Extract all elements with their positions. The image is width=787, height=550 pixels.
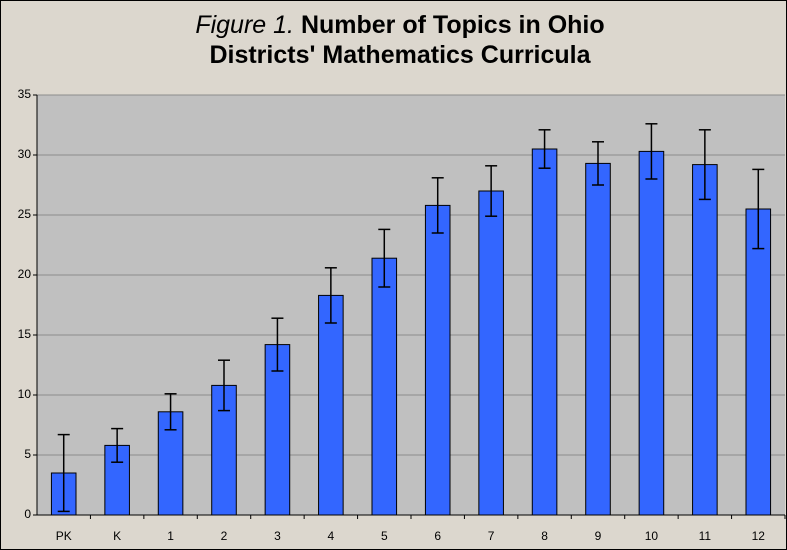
x-tick-label: 5 [381, 529, 388, 543]
figure-label: Figure 1. [195, 11, 294, 39]
x-tick-label: 11 [699, 529, 712, 543]
bar [638, 150, 665, 516]
chart-title: Figure 1. Number of Topics in Ohio Distr… [150, 10, 650, 70]
x-tick-label: 7 [488, 529, 495, 543]
y-tick-label: 0 [24, 507, 31, 521]
bar [424, 204, 451, 516]
plot-area [37, 95, 785, 515]
x-tick-label: 10 [645, 529, 659, 543]
bar [692, 164, 718, 516]
x-tick-label: 4 [328, 529, 335, 543]
x-tick-label: K [113, 529, 121, 543]
y-tick-label: 35 [18, 87, 32, 101]
y-tick-label: 30 [18, 147, 32, 161]
y-tick-label: 15 [18, 327, 32, 341]
y-tick-label: 25 [18, 207, 32, 221]
bar [745, 208, 772, 516]
x-tick-label: 12 [752, 529, 766, 543]
title-text: Number of Topics in Ohio Districts' Math… [209, 11, 605, 69]
bar [371, 257, 398, 516]
x-tick-label: PK [56, 529, 72, 543]
y-tick-label: 5 [24, 447, 31, 461]
x-tick-label: 6 [434, 529, 441, 543]
x-tick-label: 9 [595, 529, 602, 543]
x-tick-label: 2 [221, 529, 228, 543]
bar [478, 190, 504, 516]
y-tick-label: 10 [18, 387, 32, 401]
bar [585, 162, 611, 516]
x-tick-label: 8 [541, 529, 548, 543]
bar [531, 148, 558, 516]
bar [318, 294, 344, 516]
x-tick-label: 1 [167, 529, 174, 543]
x-tick-label: 3 [274, 529, 281, 543]
y-tick-label: 20 [18, 267, 32, 281]
